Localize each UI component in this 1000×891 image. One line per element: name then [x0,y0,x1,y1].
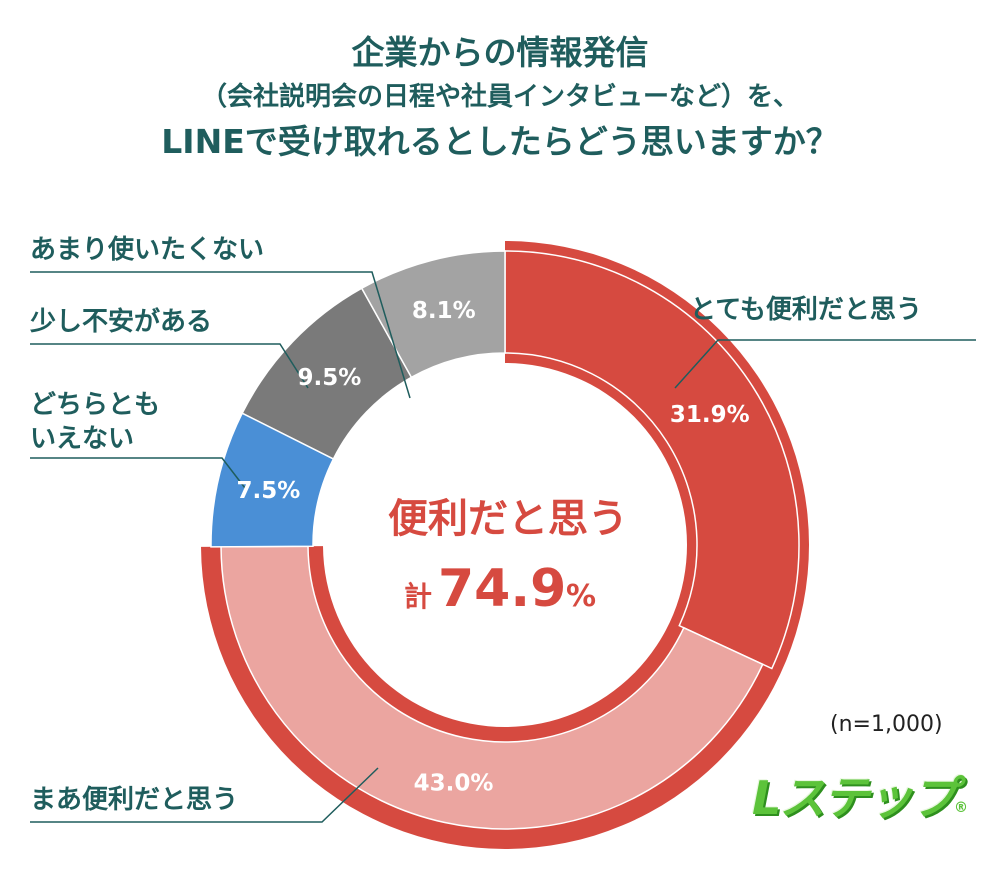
center-label: 便利だと思う [388,496,628,542]
center-total: 便利だと思う 計 74.9 % [388,496,628,619]
pct-label-2: 43.0% [414,770,494,796]
category-label-5: あまり使いたくない [30,235,264,265]
leader-4 [30,343,309,389]
pct-label-1: 31.9% [670,402,750,428]
pct-label-5: 8.1% [412,298,476,324]
slice-2 [220,545,764,830]
leader-lines [30,271,976,823]
donut-slices [201,241,810,849]
category-label-4: 少し不安がある [29,306,212,337]
leader-3 [30,457,246,489]
center-kei: 計 [404,580,432,613]
category-label-3-1: どちらとも [30,390,160,420]
center-value: 74.9 [438,559,566,619]
title-line-1: 企業からの情報発信 [351,33,649,72]
logo-text: Lステップ [752,771,957,825]
leader-2 [30,767,379,823]
slice-5 [360,250,506,379]
chart-title: 企業からの情報発信 （会社説明会の日程や社員インタビューなど）を、 LINEで受… [0,28,1000,168]
lstep-logo: Lステップ ® [752,762,972,832]
leader-1 [674,339,976,389]
labels: 31.9% 43.0% 7.5% 9.5% 8.1% とても便利だと思うまあ便利だと思うど… [29,235,922,815]
slice-1 [504,250,800,670]
category-label-1: とても便利だと思う [690,295,922,325]
sample-size: (n=1,000) [830,712,943,737]
category-label-3-2: いえない [30,424,134,454]
title-line-2: （会社説明会の日程や社員インタビューなど）を、 [200,82,799,112]
registered-mark: ® [954,800,968,816]
pct-label-4: 9.5% [298,365,362,391]
leader-5 [30,271,411,399]
pct-label-3: 7.5% [236,478,300,504]
center-unit: % [566,579,596,614]
title-line-3: LINEで受け取れるとしたらどう思いますか？ [161,122,839,161]
category-label-2: まあ便利だと思う [30,785,238,815]
